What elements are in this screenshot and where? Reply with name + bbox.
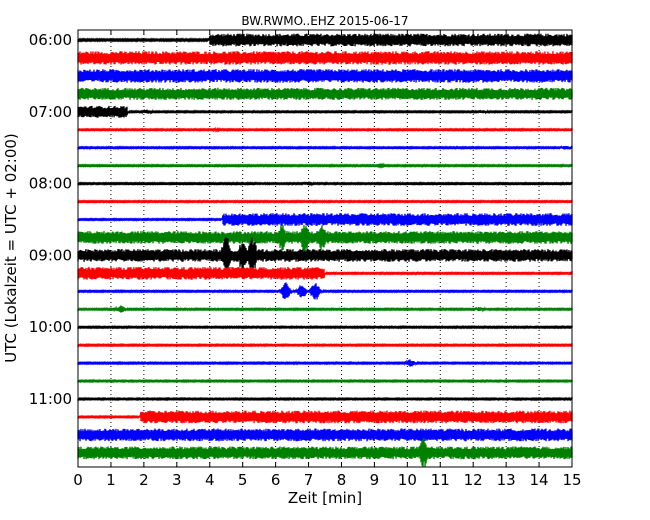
trace-1115 bbox=[77, 428, 573, 442]
trace-0745 bbox=[77, 181, 573, 187]
x-tick-label: 13 bbox=[497, 471, 516, 489]
x-tick-label: 10 bbox=[398, 471, 417, 489]
x-tick-label: 7 bbox=[304, 471, 314, 489]
y-tick-label: 06:00 bbox=[29, 31, 72, 49]
trace-0600 bbox=[77, 51, 573, 65]
x-tick-label: 3 bbox=[172, 471, 182, 489]
vertical-grid-lines bbox=[110, 30, 540, 467]
y-tick-label: 07:00 bbox=[29, 103, 72, 121]
trace-1045 bbox=[77, 396, 573, 402]
x-tick-label: 11 bbox=[431, 471, 450, 489]
trace-0700 bbox=[77, 126, 573, 133]
seismic-traces bbox=[77, 33, 573, 467]
y-tick-label: 10:00 bbox=[29, 318, 72, 336]
trace-0930 bbox=[77, 305, 573, 313]
x-tick-label: 4 bbox=[205, 471, 215, 489]
x-tick-label: 12 bbox=[464, 471, 483, 489]
trace-0915 bbox=[77, 282, 573, 300]
x-tick-label: 9 bbox=[370, 471, 380, 489]
x-axis-label: Zeit [min] bbox=[288, 489, 362, 507]
x-tick-label: 8 bbox=[337, 471, 347, 489]
y-tick-label: 08:00 bbox=[29, 175, 72, 193]
trace-0615 bbox=[77, 69, 573, 83]
x-tick-label: 6 bbox=[271, 471, 281, 489]
trace-0830 bbox=[77, 224, 573, 252]
trace-1000 bbox=[77, 342, 573, 348]
trace-0715 bbox=[77, 145, 573, 151]
trace-1100 bbox=[77, 410, 573, 424]
x-tick-label: 2 bbox=[139, 471, 149, 489]
trace-0730 bbox=[77, 162, 573, 169]
trace-0900 bbox=[77, 266, 573, 280]
y-tick-label: 09:00 bbox=[29, 246, 72, 264]
chart-title: BW.RWMO..EHZ 2015-06-17 bbox=[241, 14, 408, 28]
y-tick-label: 11:00 bbox=[29, 390, 72, 408]
y-axis-ticks: 06:00 07:00 08:00 09:00 10:00 11:00 bbox=[29, 31, 572, 408]
trace-1130 bbox=[77, 438, 573, 467]
trace-0630 bbox=[77, 87, 573, 100]
x-tick-label: 15 bbox=[562, 471, 581, 489]
trace-0815 bbox=[77, 213, 573, 226]
trace-0645 bbox=[77, 105, 573, 118]
trace-1030 bbox=[77, 378, 573, 384]
x-tick-label: 0 bbox=[73, 471, 83, 489]
trace-0545 bbox=[77, 33, 573, 47]
x-tick-label: 5 bbox=[238, 471, 248, 489]
trace-1015 bbox=[77, 359, 573, 367]
trace-0945 bbox=[77, 324, 573, 330]
x-tick-label: 1 bbox=[106, 471, 116, 489]
y-axis-label: UTC (Lokalzeit = UTC + 02:00) bbox=[2, 133, 20, 363]
x-axis-ticks: 0 1 2 3 4 5 6 7 8 9 10 11 12 13 14 15 bbox=[73, 30, 582, 489]
trace-0800 bbox=[77, 199, 573, 204]
plot-frame bbox=[77, 29, 573, 468]
x-tick-label: 14 bbox=[530, 471, 549, 489]
trace-0845 bbox=[77, 237, 573, 275]
